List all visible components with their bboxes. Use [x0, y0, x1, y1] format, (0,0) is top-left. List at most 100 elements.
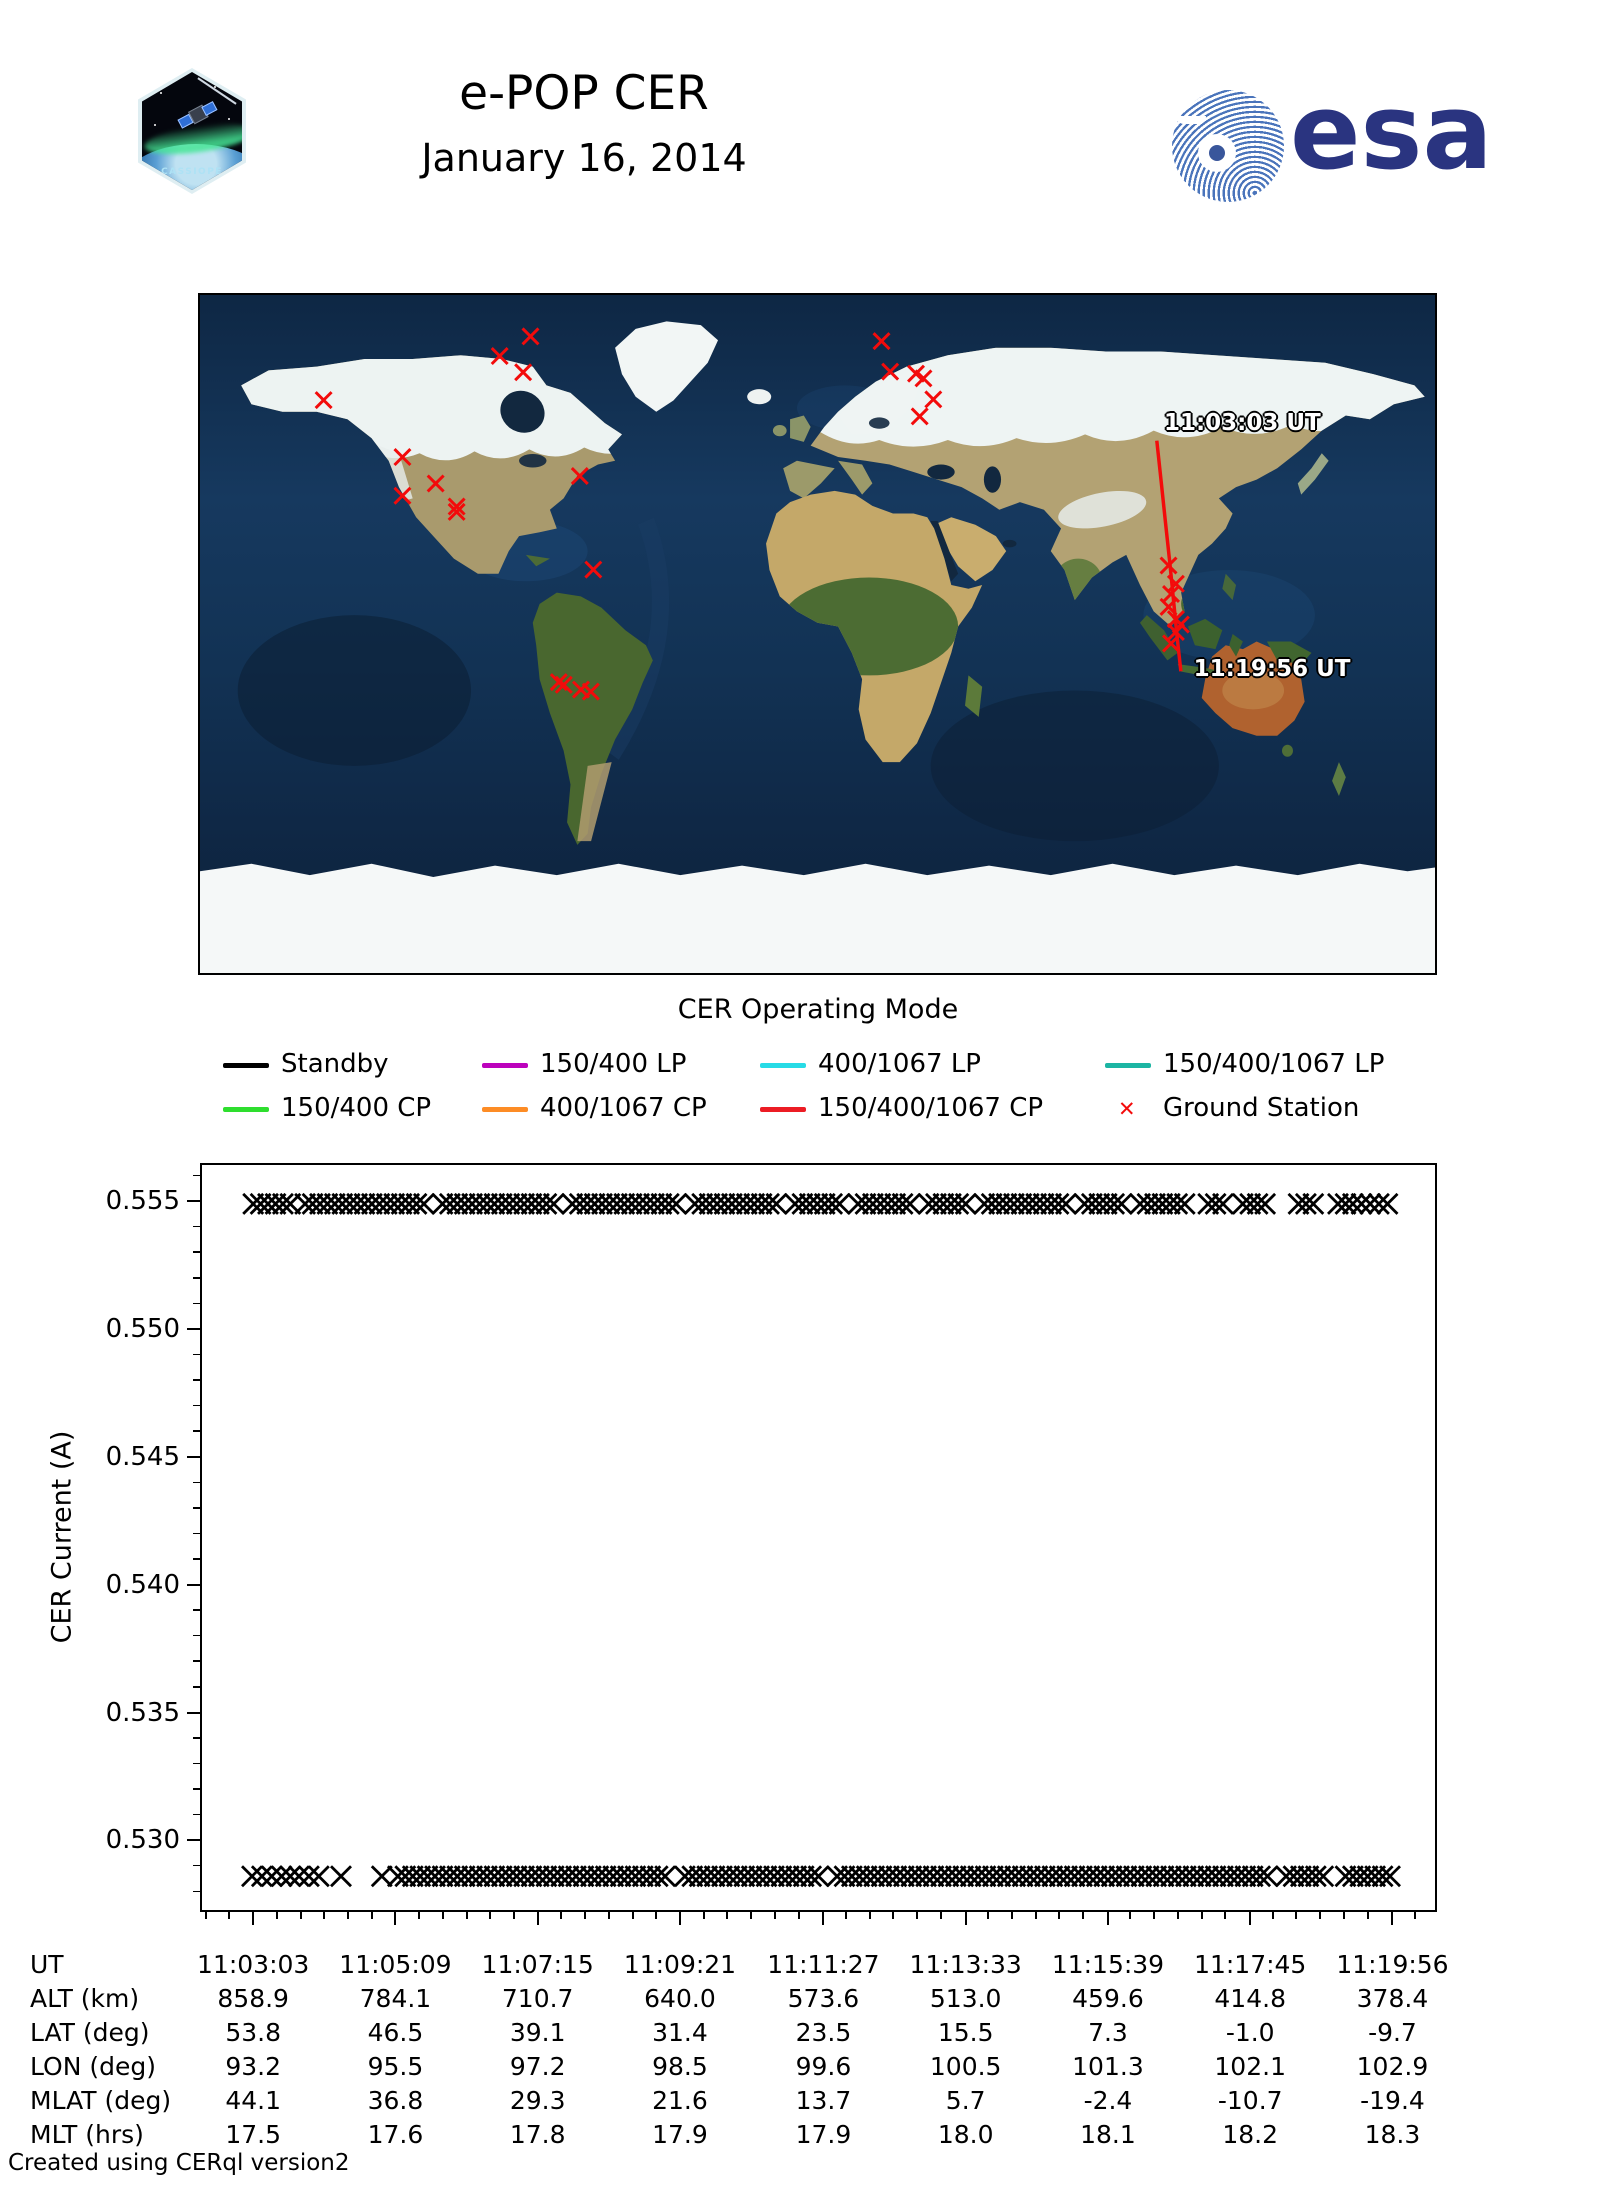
- table-cell: 5.7: [945, 2086, 986, 2115]
- y-major-tick: [187, 1200, 200, 1203]
- x-minor-tick: [1295, 1912, 1298, 1919]
- x-major-tick: [1249, 1912, 1252, 1925]
- x-minor-tick: [939, 1912, 942, 1919]
- table-cell: 23.5: [795, 2018, 852, 2047]
- data-point-x-marker: [657, 1192, 680, 1215]
- ground-station-marker: [521, 327, 540, 346]
- data-point-x-marker: [1166, 1192, 1189, 1215]
- table-cell: 18.0: [937, 2120, 994, 2149]
- legend-swatch-line: [482, 1107, 528, 1112]
- ground-station-marker: [872, 332, 891, 351]
- table-cell: 858.9: [217, 1984, 289, 2013]
- legend-item-label: 150/400/1067 CP: [818, 1093, 1044, 1123]
- y-minor-tick: [193, 1481, 200, 1484]
- table-cell: 21.6: [652, 2086, 708, 2115]
- x-minor-tick: [323, 1912, 326, 1919]
- y-minor-tick: [193, 1660, 200, 1662]
- page-date: January 16, 2014: [421, 136, 747, 180]
- y-minor-tick: [193, 1225, 200, 1228]
- ground-station-markers: [314, 327, 1190, 701]
- data-point-x-marker: [1103, 1192, 1126, 1215]
- data-point-x-marker: [1249, 1865, 1272, 1888]
- table-cell: 18.3: [1364, 2120, 1421, 2149]
- legend-item-label: 400/1067 CP: [540, 1093, 707, 1123]
- table-row-label: MLAT (deg): [30, 2086, 172, 2115]
- table-cell: -1.0: [1225, 2018, 1275, 2047]
- data-point-x-marker: [297, 1865, 320, 1888]
- x-minor-tick: [773, 1912, 776, 1919]
- track-end-time-label: 11:19:56 UT: [1193, 655, 1351, 682]
- y-minor-tick: [193, 1634, 200, 1637]
- data-point-x-marker: [800, 1865, 823, 1888]
- map-overlay: [314, 327, 1190, 701]
- x-minor-tick: [299, 1912, 302, 1919]
- ground-station-marker: [1166, 623, 1185, 642]
- data-point-x-marker: [646, 1865, 669, 1888]
- x-major-tick: [964, 1912, 967, 1925]
- table-row-label: UT: [30, 1950, 64, 1979]
- table-cell: 53.8: [225, 2018, 282, 2047]
- data-point-x-marker: [241, 1865, 263, 1888]
- data-point-x-marker: [1379, 1865, 1401, 1888]
- star-dot: [154, 124, 156, 126]
- x-minor-tick: [750, 1912, 753, 1919]
- table-cell: 710.7: [501, 1984, 574, 2013]
- x-minor-tick: [1200, 1912, 1203, 1919]
- table-cell: 11:07:15: [481, 1950, 594, 1979]
- table-cell: 100.5: [929, 2052, 1002, 2081]
- y-minor-tick: [193, 1609, 200, 1611]
- legend-swatch-line: [760, 1107, 806, 1112]
- y-minor-tick: [193, 1379, 200, 1381]
- x-minor-tick: [512, 1912, 515, 1919]
- table-cell: 11:13:33: [909, 1950, 1022, 1979]
- data-point-x-marker: [279, 1865, 302, 1888]
- data-point-x-marker: [758, 1192, 780, 1215]
- ground-station-marker: [393, 448, 412, 467]
- scatter-series-cer-current-upper-level: [242, 1192, 1399, 1215]
- table-cell: 101.3: [1072, 2052, 1144, 2081]
- data-point-x-marker: [1350, 1192, 1373, 1215]
- table-cell: 459.6: [1072, 1984, 1144, 2013]
- x-minor-tick: [465, 1912, 468, 1919]
- x-minor-tick: [1224, 1912, 1227, 1919]
- data-point-x-marker: [1256, 1865, 1279, 1888]
- table-cell: -10.7: [1217, 2086, 1283, 2115]
- y-tick-label: 0.530: [105, 1825, 180, 1856]
- data-point-x-marker: [1254, 1192, 1277, 1215]
- table-cell: 17.9: [652, 2120, 708, 2149]
- x-minor-tick: [1058, 1912, 1061, 1919]
- legend-swatch-line: [482, 1063, 528, 1068]
- table-cell: 18.2: [1222, 2120, 1279, 2149]
- data-point-x-marker: [405, 1192, 428, 1215]
- world-map-panel: 11:03:03 UT 11:19:56 UT: [198, 293, 1437, 975]
- x-minor-tick: [1034, 1912, 1037, 1919]
- data-point-x-marker: [1334, 1192, 1357, 1215]
- ground-station-marker: [393, 486, 412, 505]
- data-point-x-marker: [765, 1192, 788, 1215]
- ground-station-marker: [314, 391, 333, 410]
- x-minor-tick: [347, 1912, 350, 1919]
- x-minor-tick: [702, 1912, 705, 1919]
- table-cell: 95.5: [367, 2052, 424, 2081]
- y-minor-tick: [193, 1174, 200, 1177]
- x-minor-tick: [844, 1912, 847, 1919]
- data-point-x-marker: [947, 1192, 970, 1215]
- table-cell: 640.0: [644, 1984, 716, 2013]
- y-minor-tick: [193, 1788, 200, 1790]
- data-point-x-marker: [828, 1192, 851, 1215]
- data-point-x-marker: [1173, 1192, 1196, 1215]
- cassiope-mission-patch: CASSIOPE: [138, 68, 246, 194]
- x-minor-tick: [560, 1912, 563, 1919]
- data-point-x-marker: [271, 1192, 294, 1215]
- x-minor-tick: [987, 1912, 990, 1919]
- legend-swatch-line: [1105, 1063, 1151, 1068]
- y-minor-tick: [193, 1277, 200, 1279]
- ground-station-marker: [447, 502, 466, 521]
- x-minor-tick: [1319, 1912, 1322, 1919]
- data-point-x-marker: [665, 1192, 688, 1215]
- table-cell: 784.1: [359, 1984, 432, 2013]
- x-minor-tick: [631, 1912, 634, 1919]
- legend-swatch-line: [223, 1063, 269, 1068]
- data-point-x-marker: [891, 1192, 914, 1215]
- y-major-tick: [187, 1711, 200, 1714]
